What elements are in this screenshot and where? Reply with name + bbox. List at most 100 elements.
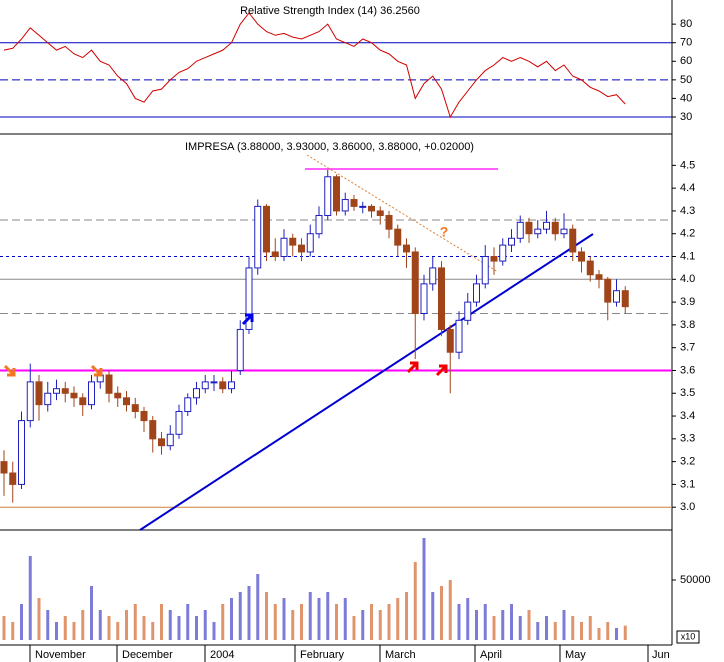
volume-bar: [37, 598, 41, 640]
arrow: [406, 361, 419, 374]
candle-body: [420, 283, 428, 314]
volume-bar: [63, 616, 67, 640]
volume-bar: [256, 574, 260, 640]
y-tick-label: 3.4: [680, 410, 695, 422]
candle-body: [280, 237, 288, 258]
volume-bar: [133, 604, 137, 640]
volume-bar: [186, 604, 190, 640]
candle-body: [26, 381, 34, 422]
x-tick-label: November: [35, 649, 86, 661]
y-tick-label: 30: [680, 111, 692, 123]
y-tick-label: 3.2: [680, 456, 695, 468]
candle-body: [350, 199, 358, 207]
volume-bar: [238, 592, 242, 640]
candle-body: [201, 381, 209, 390]
candle-body: [446, 328, 454, 353]
volume-bar: [361, 610, 365, 640]
unit-box: [676, 630, 700, 644]
candle-body: [516, 221, 524, 239]
volume-bar: [20, 604, 23, 640]
candle-body: [158, 438, 165, 447]
volume-bar: [553, 622, 557, 640]
volume-bar: [81, 610, 85, 640]
volume-bar: [606, 622, 610, 640]
y-tick-label: 3.3: [680, 433, 695, 445]
y-tick-label: 3.5: [680, 387, 695, 399]
candle-body: [560, 228, 568, 235]
volume-bar: [510, 604, 513, 640]
arrow: [90, 364, 103, 377]
y-tick-label: 3.0: [680, 501, 695, 513]
volume-bar: [492, 616, 496, 640]
volume-bar: [230, 598, 233, 640]
candle-body: [551, 221, 559, 235]
unit-label: x10: [681, 631, 696, 641]
volume-bar: [370, 604, 373, 640]
volume-bar: [203, 610, 207, 640]
x-tick-label: December: [122, 649, 173, 661]
candle-body: [438, 267, 445, 330]
candle-body: [149, 420, 157, 440]
candle-body: [18, 420, 25, 485]
candle-body: [394, 228, 402, 246]
y-tick-label: 3.8: [680, 319, 695, 331]
y-tick-label: 4.5: [680, 159, 695, 171]
x-tick-label: February: [300, 649, 345, 661]
candle-body: [193, 388, 200, 399]
volume-bar: [545, 616, 548, 640]
candle-body: [569, 228, 577, 253]
candle-body: [613, 290, 620, 303]
volume-bar: [387, 604, 391, 640]
volume-bar: [55, 622, 58, 640]
volume-bar: [11, 622, 15, 640]
volume-bar: [422, 538, 426, 640]
volume-bar: [273, 604, 277, 640]
volume-bar: [527, 610, 531, 640]
rsi-line: [3, 12, 626, 119]
candle-body: [254, 205, 262, 269]
candle-body: [79, 397, 87, 406]
candle-body: [53, 388, 60, 394]
volume-bar: [300, 604, 303, 640]
volume-bar: [335, 604, 338, 640]
x-tick-label: April: [480, 649, 502, 661]
volume-bar: [343, 598, 347, 640]
candle-body: [70, 392, 78, 399]
volume-bar: [28, 556, 32, 640]
candle-body: [385, 214, 393, 230]
candle-body: [298, 244, 305, 253]
x-tick-label: May: [565, 649, 586, 661]
x-tick-label: Jun: [652, 649, 670, 661]
candle-body: [525, 221, 533, 235]
volume-bar: [571, 616, 575, 640]
y-tick-label: 4.2: [680, 228, 695, 240]
candle-body: [131, 404, 139, 412]
volume-bar: [597, 628, 601, 640]
volume-bar: [317, 598, 321, 640]
candle-body: [403, 244, 410, 253]
volume-bar: [72, 622, 76, 640]
candle-body: [306, 233, 314, 253]
volume-bar: [352, 616, 356, 640]
candle-body: [105, 374, 113, 394]
candle-body: [490, 256, 498, 262]
volume-bar: [291, 610, 295, 640]
annotation: ?: [440, 224, 449, 240]
volume-bar: [466, 598, 470, 640]
arrows: [3, 313, 448, 377]
candle-body: [464, 301, 472, 321]
volume-bar: [562, 610, 566, 640]
candle-body: [499, 244, 507, 262]
y-tick-label: 50000: [680, 574, 711, 586]
volume-bar: [247, 586, 251, 640]
volume-bar: [448, 580, 452, 640]
candle-body: [543, 221, 550, 230]
volume-bar: [615, 628, 618, 640]
chart-title: Relative Strength Index (14) 36.2560: [240, 5, 420, 17]
volume-bar: [212, 622, 216, 640]
volume-bar: [125, 610, 128, 640]
candle-body: [263, 205, 270, 253]
y-tick-label: 3.9: [680, 296, 695, 308]
candle-body: [289, 237, 297, 246]
